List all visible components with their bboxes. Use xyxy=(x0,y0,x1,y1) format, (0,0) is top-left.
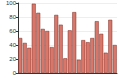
svg-text:40: 40 xyxy=(9,42,16,48)
svg-text:20: 20 xyxy=(9,56,16,62)
svg-text:100: 100 xyxy=(6,0,17,6)
svg-text:60: 60 xyxy=(9,28,16,34)
svg-text:0: 0 xyxy=(13,70,17,76)
svg-text:80: 80 xyxy=(9,14,16,20)
